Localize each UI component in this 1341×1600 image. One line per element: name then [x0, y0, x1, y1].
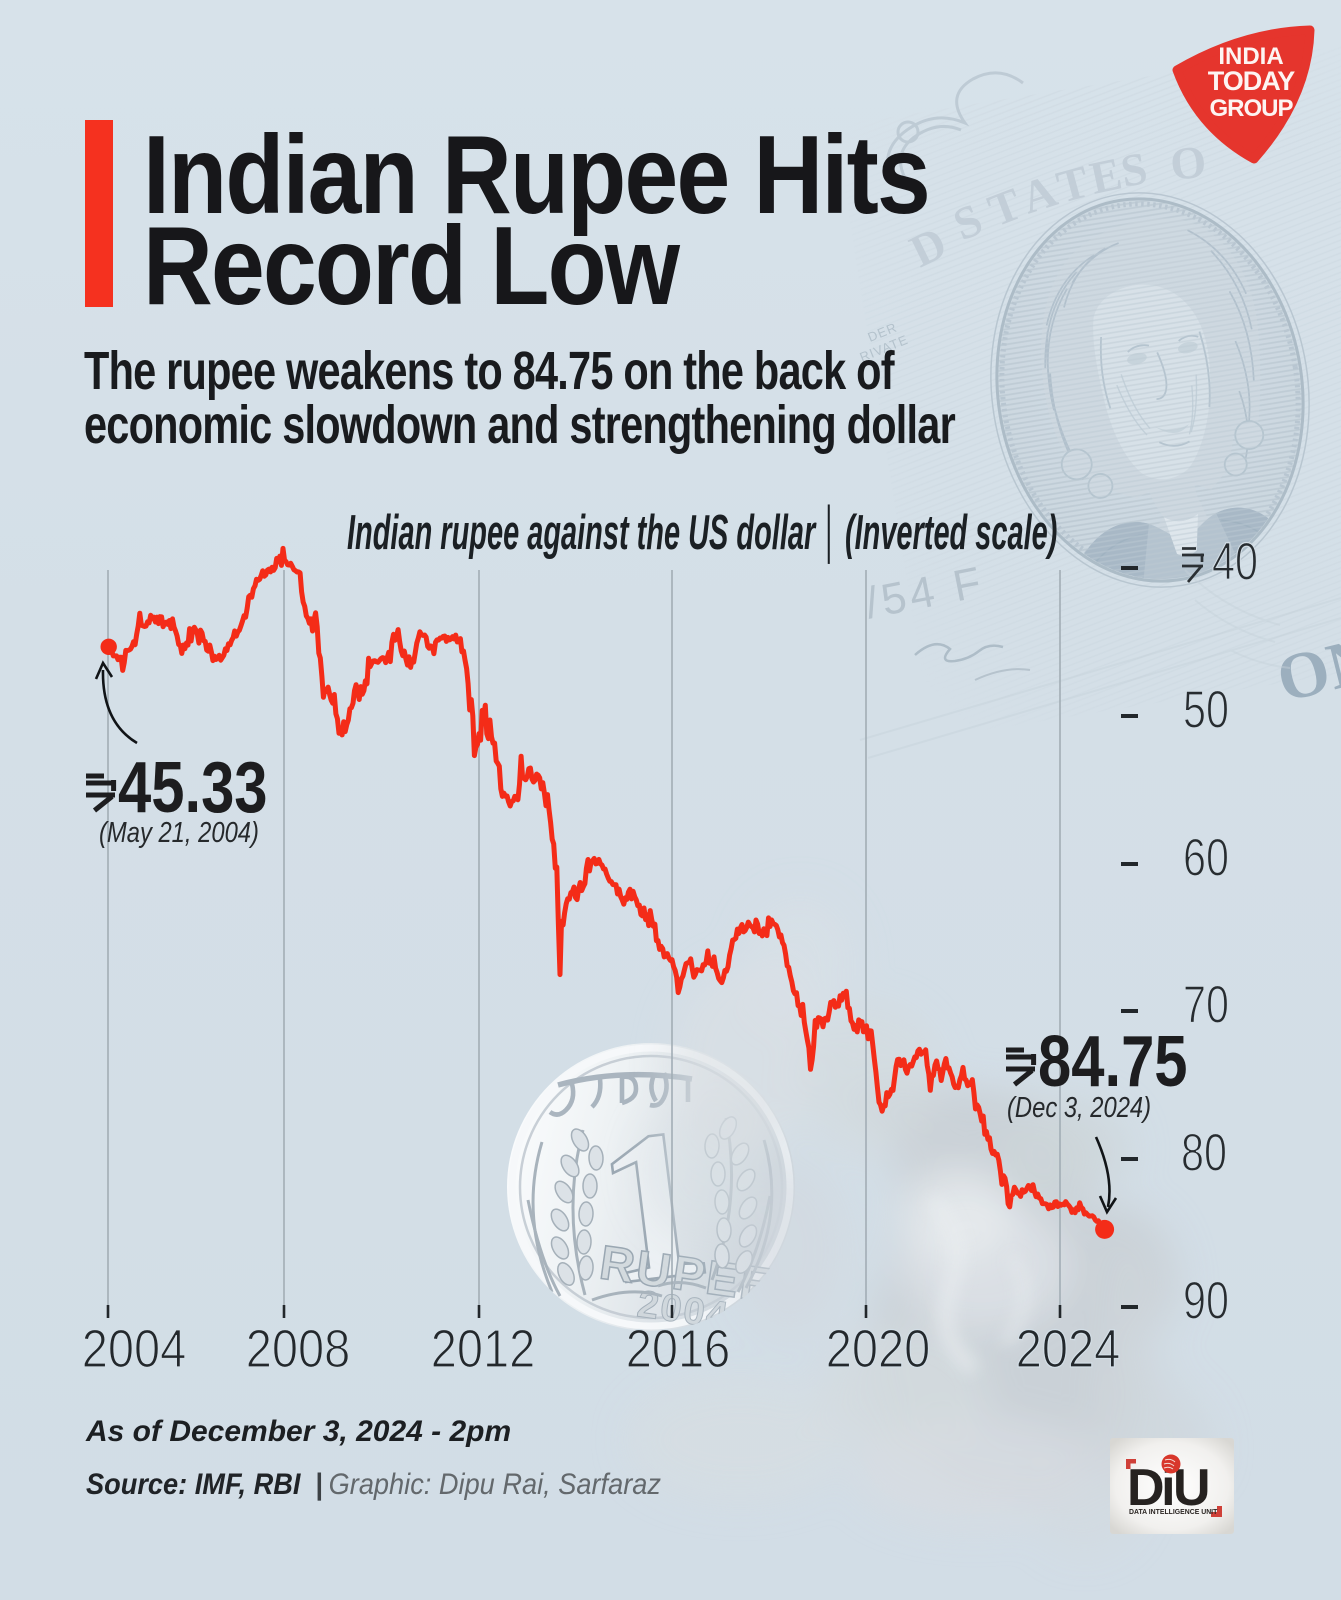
svg-text:TODAY: TODAY [1208, 66, 1296, 96]
svg-text:O: O [1168, 135, 1209, 189]
svg-text:DATA INTELLIGENCE UNIT: DATA INTELLIGENCE UNIT [1129, 1509, 1218, 1516]
svg-text:GROUP: GROUP [1209, 95, 1293, 122]
svg-text:INDIA: INDIA [1218, 43, 1283, 70]
